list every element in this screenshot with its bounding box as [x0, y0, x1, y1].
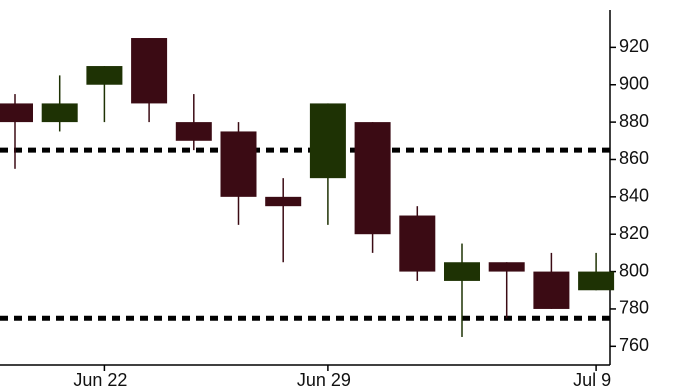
candle-body: [265, 196, 302, 207]
candle-body: [41, 103, 78, 123]
candle-body: [0, 103, 33, 123]
candle-body: [131, 38, 168, 104]
x-tick-label: Jul 9: [573, 370, 611, 389]
y-tick-label: 880: [619, 111, 649, 131]
y-tick-label: 800: [619, 260, 649, 280]
candle-body: [309, 103, 346, 179]
candle-body: [220, 131, 257, 197]
y-tick-label: 840: [619, 186, 649, 206]
y-tick-label: 900: [619, 73, 649, 93]
candle-body: [399, 215, 436, 272]
x-tick-label: Jun 29: [297, 370, 351, 389]
y-tick-label: 860: [619, 148, 649, 168]
y-tick-label: 920: [619, 36, 649, 56]
candle-body: [354, 122, 391, 235]
candle-body: [578, 271, 615, 291]
y-tick-label: 820: [619, 223, 649, 243]
candle-body: [175, 122, 212, 141]
candle-body: [86, 66, 123, 85]
candle-body: [444, 262, 480, 281]
y-tick-label: 780: [619, 298, 649, 318]
candle-body: [533, 271, 570, 309]
x-tick-label: Jun 22: [73, 370, 127, 389]
y-tick-label: 760: [619, 335, 649, 355]
candle-body: [488, 262, 525, 272]
